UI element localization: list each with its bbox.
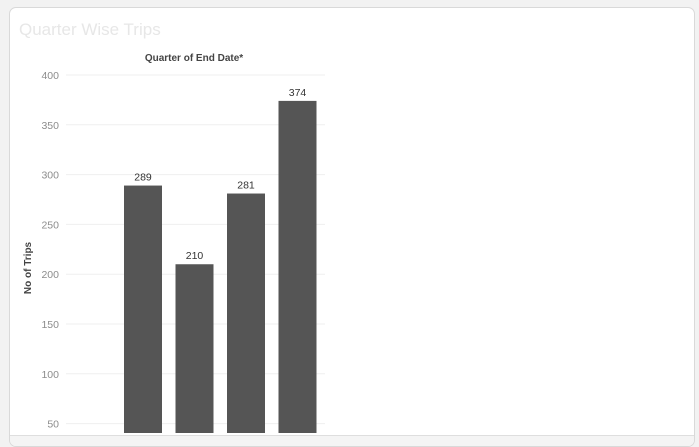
data-label-layer: 289 210 281 374 bbox=[134, 87, 306, 262]
chart-title: Quarter of End Date* bbox=[145, 53, 243, 64]
y-tick-label: 400 bbox=[41, 70, 59, 82]
y-tick-layer: 50 100 150 200 250 300 350 400 bbox=[41, 70, 59, 431]
bar-value-label: 289 bbox=[134, 172, 152, 184]
y-tick-label: 150 bbox=[41, 319, 59, 331]
y-tick-label: 300 bbox=[41, 170, 59, 182]
card-title: Quarter Wise Trips bbox=[19, 20, 161, 39]
y-tick-label: 250 bbox=[41, 219, 59, 231]
bar-value-label: 281 bbox=[237, 180, 255, 192]
y-tick-label: 100 bbox=[41, 369, 59, 381]
card-bottom-band bbox=[10, 435, 694, 446]
y-tick-label: 200 bbox=[41, 269, 59, 281]
y-tick-label: 350 bbox=[41, 120, 59, 132]
bar-value-label: 210 bbox=[186, 250, 204, 262]
bar[interactable] bbox=[175, 264, 214, 433]
bar-value-label: 374 bbox=[289, 87, 307, 99]
bar[interactable] bbox=[278, 100, 317, 434]
bar-layer bbox=[124, 100, 317, 434]
y-axis-label: No of Trips bbox=[23, 241, 34, 294]
bar[interactable] bbox=[227, 193, 265, 433]
y-tick-label: 50 bbox=[47, 419, 59, 431]
bar[interactable] bbox=[124, 185, 162, 433]
